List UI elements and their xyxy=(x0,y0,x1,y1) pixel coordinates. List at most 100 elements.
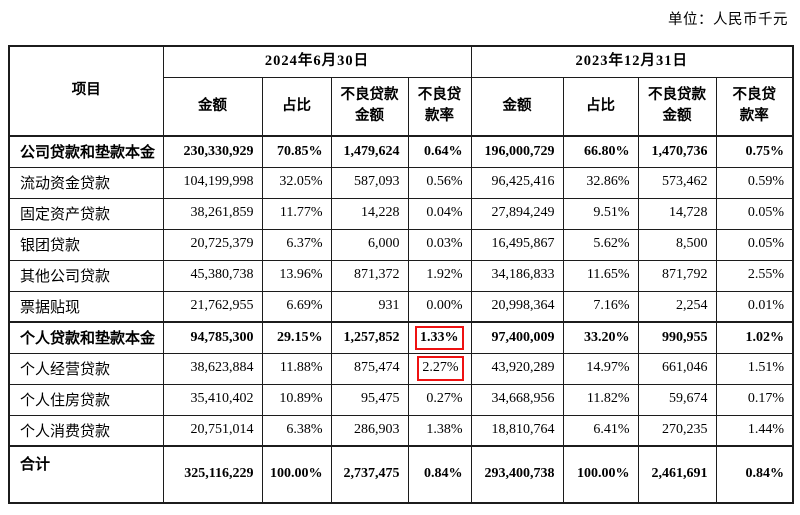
npl-ratio-2023-cell: 0.75% xyxy=(715,135,794,168)
table-row: 银团贷款 20,725,379 6.37% 6,000 0.03% 16,495… xyxy=(8,228,794,261)
npl-amount-2023-cell: 871,792 xyxy=(637,259,717,292)
share-2024-cell: 11.88% xyxy=(261,352,332,385)
col-header-share-2024: 占比 xyxy=(261,76,332,137)
share-2023-cell: 100.00% xyxy=(562,445,639,504)
npl-amount-2023-cell: 8,500 xyxy=(637,228,717,261)
npl-ratio-2024-cell: 0.27% xyxy=(407,383,472,416)
amount-2023-cell: 27,894,249 xyxy=(470,197,564,230)
table-row: 其他公司贷款 45,380,738 13.96% 871,372 1.92% 3… xyxy=(8,259,794,292)
npl-amount-2023-cell: 270,235 xyxy=(637,414,717,447)
amount-2023-cell: 34,186,833 xyxy=(470,259,564,292)
share-2024-cell: 13.96% xyxy=(261,259,332,292)
npl-ratio-2023-cell: 1.02% xyxy=(715,321,794,354)
col-header-npl-amount-2024: 不良贷款 金额 xyxy=(330,76,409,137)
share-2023-cell: 9.51% xyxy=(562,197,639,230)
npl-ratio-2023-cell: 1.51% xyxy=(715,352,794,385)
npl-ratio-2024-cell: 0.03% xyxy=(407,228,472,261)
share-2024-cell: 11.77% xyxy=(261,197,332,230)
share-2024-cell: 10.89% xyxy=(261,383,332,416)
amount-2024-cell: 325,116,229 xyxy=(162,445,263,504)
npl-amount-2024-cell: 587,093 xyxy=(330,166,409,199)
npl-amount-2023-cell: 661,046 xyxy=(637,352,717,385)
amount-2023-cell: 34,668,956 xyxy=(470,383,564,416)
share-2023-cell: 33.20% xyxy=(562,321,639,354)
npl-amount-2024-cell: 2,737,475 xyxy=(330,445,409,504)
npl-ratio-2024-cell: 0.64% xyxy=(407,135,472,168)
col-header-npl-ratio-2023: 不良贷 款率 xyxy=(715,76,794,137)
row-label: 公司贷款和垫款本金 xyxy=(8,135,164,168)
amount-2023-cell: 20,998,364 xyxy=(470,290,564,323)
table-total-row: 合计 325,116,229 100.00% 2,737,475 0.84% 2… xyxy=(8,445,794,504)
row-label: 流动资金贷款 xyxy=(8,166,164,199)
share-2024-cell: 100.00% xyxy=(261,445,332,504)
table-row: 票据贴现 21,762,955 6.69% 931 0.00% 20,998,3… xyxy=(8,290,794,323)
npl-ratio-2023-cell: 1.44% xyxy=(715,414,794,447)
npl-amount-2024-cell: 286,903 xyxy=(330,414,409,447)
share-2023-cell: 6.41% xyxy=(562,414,639,447)
amount-2023-cell: 18,810,764 xyxy=(470,414,564,447)
amount-2024-cell: 104,199,998 xyxy=(162,166,263,199)
amount-2024-cell: 35,410,402 xyxy=(162,383,263,416)
npl-ratio-2024-cell: 1.38% xyxy=(407,414,472,447)
col-header-item: 项目 xyxy=(8,45,164,137)
col-header-npl-ratio-2024: 不良贷 款率 xyxy=(407,76,472,137)
npl-ratio-highlight-box: 2.27% xyxy=(417,356,464,381)
share-2023-cell: 5.62% xyxy=(562,228,639,261)
npl-amount-2024-cell: 1,257,852 xyxy=(330,321,409,354)
share-2024-cell: 29.15% xyxy=(261,321,332,354)
share-2023-cell: 11.65% xyxy=(562,259,639,292)
npl-amount-2023-cell: 59,674 xyxy=(637,383,717,416)
amount-2024-cell: 230,330,929 xyxy=(162,135,263,168)
row-label: 票据贴现 xyxy=(8,290,164,323)
row-label: 个人消费贷款 xyxy=(8,414,164,447)
npl-ratio-highlight-box: 1.33% xyxy=(415,325,464,350)
npl-amount-2024-cell: 931 xyxy=(330,290,409,323)
amount-2024-cell: 38,623,884 xyxy=(162,352,263,385)
row-label: 个人住房贷款 xyxy=(8,383,164,416)
row-label: 个人贷款和垫款本金 xyxy=(8,321,164,354)
npl-amount-2023-cell: 1,470,736 xyxy=(637,135,717,168)
npl-amount-2023-cell: 2,254 xyxy=(637,290,717,323)
table-row: 个人贷款和垫款本金 94,785,300 29.15% 1,257,852 1.… xyxy=(8,321,794,354)
npl-amount-2024-cell: 1,479,624 xyxy=(330,135,409,168)
npl-ratio-2023-cell: 2.55% xyxy=(715,259,794,292)
npl-amount-2023-cell: 573,462 xyxy=(637,166,717,199)
amount-2023-cell: 43,920,289 xyxy=(470,352,564,385)
share-2024-cell: 6.69% xyxy=(261,290,332,323)
row-label: 个人经营贷款 xyxy=(8,352,164,385)
npl-ratio-2024-cell: 0.04% xyxy=(407,197,472,230)
amount-2024-cell: 20,725,379 xyxy=(162,228,263,261)
share-2023-cell: 66.80% xyxy=(562,135,639,168)
npl-amount-2023-cell: 990,955 xyxy=(637,321,717,354)
amount-2023-cell: 293,400,738 xyxy=(470,445,564,504)
header-period-row: 项目 2024年6月30日 2023年12月31日 xyxy=(8,45,794,137)
npl-ratio-2024-cell: 0.56% xyxy=(407,166,472,199)
npl-ratio-2023-cell: 0.84% xyxy=(715,445,794,504)
unit-label: 单位：人民币千元 xyxy=(668,12,788,28)
npl-ratio-2023-cell: 0.05% xyxy=(715,197,794,230)
share-2023-cell: 11.82% xyxy=(562,383,639,416)
col-header-period-2023: 2023年12月31日 xyxy=(470,45,794,78)
share-2024-cell: 32.05% xyxy=(261,166,332,199)
amount-2023-cell: 196,000,729 xyxy=(470,135,564,168)
amount-2024-cell: 45,380,738 xyxy=(162,259,263,292)
share-2024-cell: 6.38% xyxy=(261,414,332,447)
row-label: 合计 xyxy=(8,445,164,504)
table-row: 个人经营贷款 38,623,884 11.88% 875,474 2.27% 4… xyxy=(8,352,794,385)
amount-2024-cell: 94,785,300 xyxy=(162,321,263,354)
npl-ratio-2023-cell: 0.01% xyxy=(715,290,794,323)
share-2024-cell: 6.37% xyxy=(261,228,332,261)
amount-2023-cell: 16,495,867 xyxy=(470,228,564,261)
npl-amount-2024-cell: 6,000 xyxy=(330,228,409,261)
share-2023-cell: 7.16% xyxy=(562,290,639,323)
col-header-amount-2024: 金额 xyxy=(162,76,263,137)
row-label: 其他公司贷款 xyxy=(8,259,164,292)
amount-2024-cell: 38,261,859 xyxy=(162,197,263,230)
row-label: 银团贷款 xyxy=(8,228,164,261)
col-header-period-2024: 2024年6月30日 xyxy=(162,45,472,78)
amount-2023-cell: 97,400,009 xyxy=(470,321,564,354)
npl-ratio-2023-cell: 0.05% xyxy=(715,228,794,261)
share-2023-cell: 32.86% xyxy=(562,166,639,199)
npl-ratio-2024-cell: 0.84% xyxy=(407,445,472,504)
